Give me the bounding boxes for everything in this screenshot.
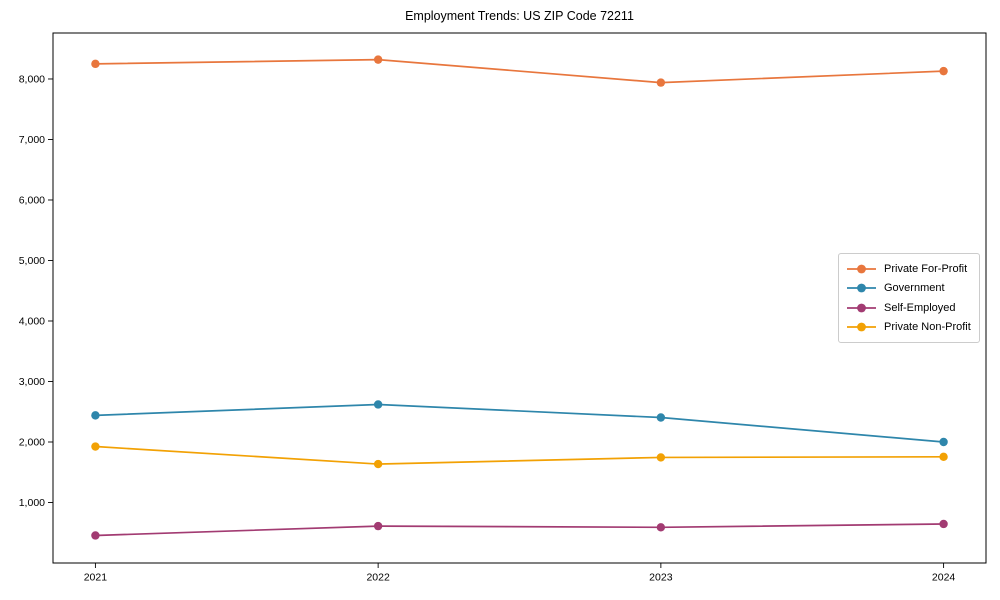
data-point-self-employed-2022 [373, 521, 383, 531]
chart-title: Employment Trends: US ZIP Code 72211 [405, 9, 634, 23]
series-line-government [94, 403, 945, 443]
legend-swatch-self-employed [847, 303, 876, 313]
x-tick-label: 2021 [84, 572, 108, 584]
data-point-self-employed-2021 [91, 531, 100, 540]
y-tick-label: 2,000 [19, 436, 45, 448]
data-point-self-employed-2024 [939, 519, 948, 529]
y-tick-label: 4,000 [19, 315, 45, 327]
x-tick-label: 2023 [649, 572, 673, 584]
y-tick-label: 8,000 [19, 73, 45, 85]
data-point-private-non-profit-2024 [939, 452, 948, 462]
legend-label: Self-Employed [884, 301, 956, 314]
legend: Private For-Profit Government Self-Employe… [838, 253, 980, 343]
legend-swatch-private-for-profit [847, 264, 876, 274]
plot-frame [52, 32, 987, 564]
legend-swatch-government [847, 283, 876, 293]
data-point-self-employed-2023 [656, 523, 666, 532]
y-tick-label: 5,000 [19, 255, 45, 267]
data-point-government-2022 [373, 400, 383, 409]
x-tick-label: 2024 [932, 572, 956, 584]
data-point-government-2021 [91, 411, 100, 420]
data-point-private-for-profit-2021 [91, 59, 100, 69]
legend-marker-icon [857, 322, 866, 332]
data-point-private-non-profit-2023 [656, 453, 666, 462]
legend-marker-icon [857, 303, 866, 313]
data-point-government-2024 [939, 437, 948, 447]
legend-label: Private For-Profit [884, 262, 968, 275]
data-point-private-non-profit-2021 [91, 442, 100, 451]
y-tick-label: 1,000 [19, 497, 45, 509]
series-line-private-for-profit [94, 58, 945, 84]
legend-marker-icon [857, 283, 866, 293]
y-tick-label: 6,000 [19, 194, 45, 206]
legend-swatch-private-non-profit [847, 322, 876, 332]
legend-item-self-employed: Self-Employed [846, 302, 972, 314]
data-point-private-non-profit-2022 [373, 459, 383, 469]
legend-item-private-non-profit: Private Non-Profit [846, 321, 972, 333]
legend-item-private-for-profit: Private For-Profit [846, 263, 972, 275]
y-tick-label: 3,000 [19, 376, 45, 388]
series-line-self-employed [94, 523, 945, 537]
legend-marker-icon [857, 264, 866, 274]
legend-item-government: Government [846, 282, 972, 294]
data-point-private-for-profit-2022 [373, 55, 383, 64]
legend-label: Government [884, 282, 945, 295]
data-point-private-for-profit-2024 [939, 66, 948, 76]
x-tick-label: 2022 [366, 572, 390, 584]
series-line-private-non-profit [94, 445, 945, 465]
data-point-private-for-profit-2023 [656, 78, 666, 87]
data-point-government-2023 [656, 413, 666, 422]
y-tick-label: 7,000 [19, 134, 45, 146]
legend-label: Private Non-Profit [884, 321, 971, 334]
